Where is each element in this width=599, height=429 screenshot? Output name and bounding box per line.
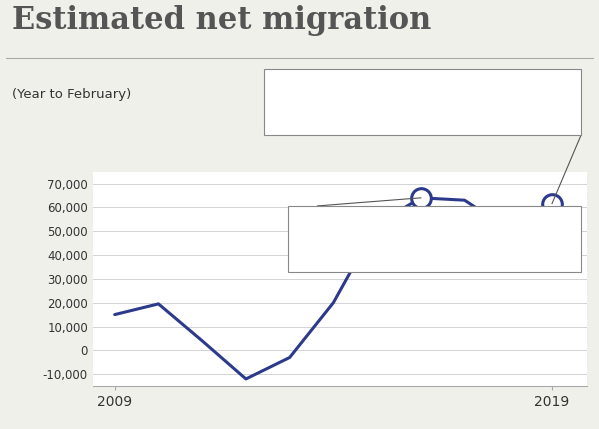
Text: Estimated net migration: Estimated net migration: [12, 6, 431, 36]
Text: (to July 2016): (to July 2016): [302, 251, 387, 264]
Text: 64,000: 64,000: [359, 217, 440, 237]
Text: (to February 2019): (to February 2019): [279, 114, 396, 127]
Text: Peak:: Peak:: [302, 220, 347, 235]
Text: Now:: Now:: [279, 82, 319, 97]
Text: (Year to February): (Year to February): [12, 88, 131, 101]
Point: [416, 194, 426, 201]
Text: 61,600: 61,600: [329, 80, 410, 100]
Point: [547, 200, 557, 207]
